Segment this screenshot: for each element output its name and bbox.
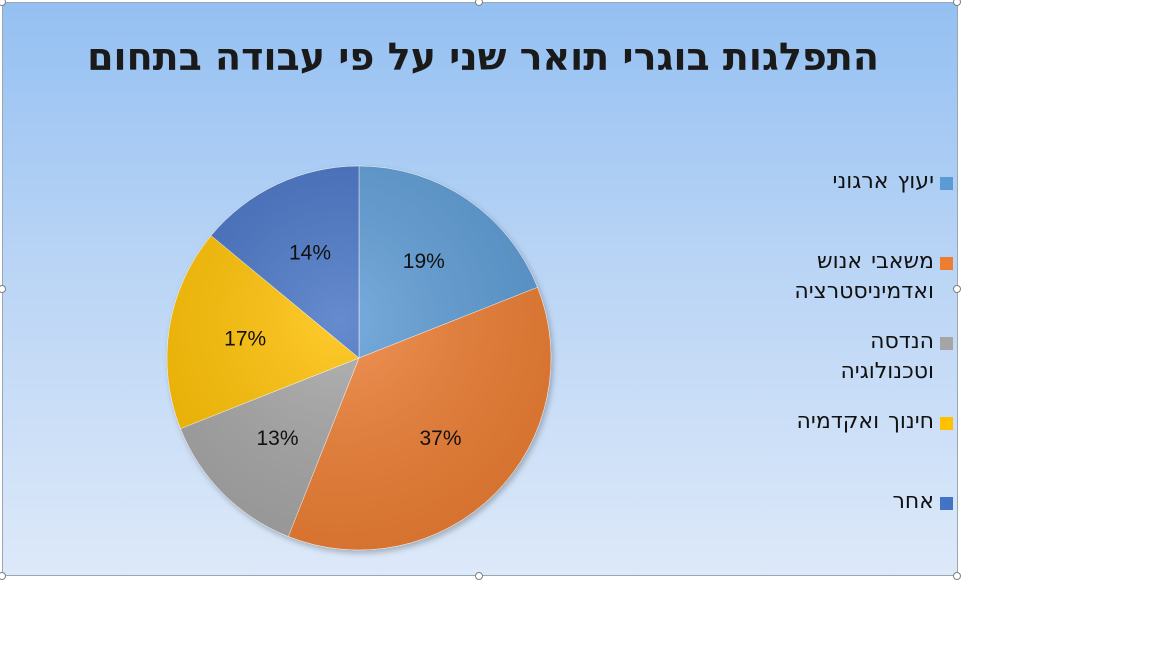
legend-swatch — [940, 417, 953, 430]
legend-label: יעוץ ארגוני — [832, 169, 934, 194]
data-label-3: 13% — [256, 427, 298, 450]
resize-handle-middle-left[interactable] — [0, 285, 6, 293]
legend-item-2: משאבי אנוש ואדמיניסטרציה — [703, 247, 953, 307]
legend-swatch — [940, 337, 953, 350]
data-label-4: 17% — [224, 328, 266, 351]
legend-label: אחר — [892, 489, 935, 514]
legend-swatch — [940, 177, 953, 190]
legend-label: חינוך ואקדמיה — [796, 409, 934, 434]
data-label-1: 19% — [403, 250, 445, 273]
resize-handle-top-middle[interactable] — [475, 0, 483, 6]
legend-item-5: אחר — [703, 487, 953, 517]
legend-item-1: יעוץ ארגוני — [703, 167, 953, 197]
chart-title: התפלגות בוגרי תואר שני על פי עבודה בתחום — [87, 35, 879, 79]
legend-label: משאבי אנוש ואדמיניסטרציה — [794, 249, 934, 304]
data-label-2: 37% — [419, 427, 461, 450]
resize-handle-middle-right[interactable] — [953, 285, 961, 293]
legend-swatch — [940, 497, 953, 510]
resize-handle-top-left[interactable] — [0, 0, 6, 6]
resize-handle-bottom-left[interactable] — [0, 572, 6, 580]
resize-handle-top-right[interactable] — [953, 0, 961, 6]
legend-label: הנדסה וטכנולוגיה — [840, 329, 934, 384]
chart-area[interactable]: התפלגות בוגרי תואר שני על פי עבודה בתחום… — [2, 2, 958, 576]
resize-handle-bottom-middle[interactable] — [475, 572, 483, 580]
legend-item-4: חינוך ואקדמיה — [703, 407, 953, 437]
data-label-5: 14% — [289, 241, 331, 264]
legend-swatch — [940, 257, 953, 270]
resize-handle-bottom-right[interactable] — [953, 572, 961, 580]
legend-item-3: הנדסה וטכנולוגיה — [703, 327, 953, 387]
